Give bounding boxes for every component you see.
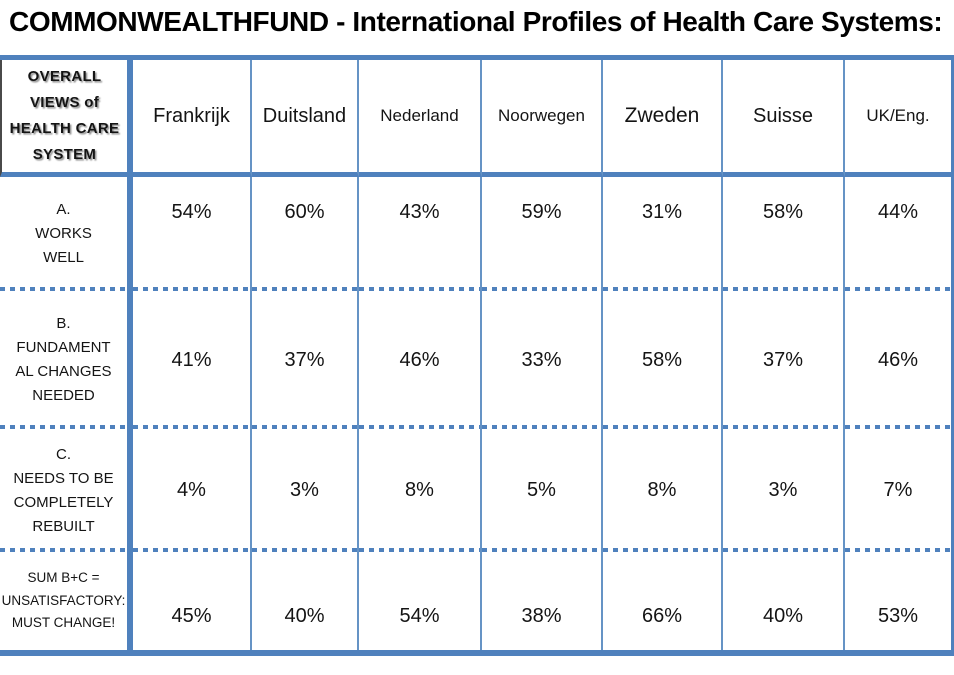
data-cell: 38% bbox=[482, 552, 603, 650]
data-cell: 44% bbox=[845, 177, 951, 291]
data-cell: 58% bbox=[603, 291, 723, 429]
data-cell: 3% bbox=[252, 429, 359, 552]
data-cell: 37% bbox=[723, 291, 845, 429]
row-label-line: B. bbox=[56, 315, 71, 332]
data-cell: 8% bbox=[359, 429, 482, 552]
data-cell: 60% bbox=[252, 177, 359, 291]
corner-header-cell: OVERALL VIEWS of HEALTH CARE SYSTEM bbox=[0, 60, 133, 177]
data-cell: 45% bbox=[133, 552, 252, 650]
row-label-works-well: A. WORKS WELL bbox=[0, 177, 133, 291]
row-label-line: SUM B+C = bbox=[27, 569, 100, 585]
row-label-line: MUST CHANGE! bbox=[11, 615, 116, 631]
column-header-uk-eng: UK/Eng. bbox=[845, 60, 951, 177]
data-cell: 66% bbox=[603, 552, 723, 650]
row-label-line: C. bbox=[56, 445, 71, 463]
data-cell: 31% bbox=[603, 177, 723, 291]
column-header-zweden: Zweden bbox=[603, 60, 723, 177]
row-label-line: UNSATISFACTORY: bbox=[1, 592, 126, 608]
row-label-line: WORKS bbox=[35, 225, 92, 242]
data-cell: 40% bbox=[723, 552, 845, 650]
corner-header-line: OVERALL bbox=[27, 67, 102, 85]
health-care-views-table: OVERALL VIEWS of HEALTH CARE SYSTEM Fran… bbox=[0, 55, 954, 656]
data-cell: 37% bbox=[252, 291, 359, 429]
row-label-line: COMPLETELY bbox=[13, 493, 114, 511]
data-cell: 40% bbox=[252, 552, 359, 650]
data-cell: 5% bbox=[482, 429, 603, 552]
row-label-line: REBUILT bbox=[32, 517, 95, 535]
data-cell: 8% bbox=[603, 429, 723, 552]
column-header-nederland: Nederland bbox=[359, 60, 482, 177]
data-cell: 3% bbox=[723, 429, 845, 552]
row-label-line: A. bbox=[56, 201, 71, 218]
column-header-suisse: Suisse bbox=[723, 60, 845, 177]
row-label-line: NEEDS TO BE bbox=[13, 469, 114, 487]
data-cell: 43% bbox=[359, 177, 482, 291]
data-cell: 54% bbox=[133, 177, 252, 291]
corner-header-line: SYSTEM bbox=[32, 146, 97, 164]
page-title: COMMONWEALTHFUND - International Profile… bbox=[9, 6, 943, 37]
row-label-line: FUNDAMENT bbox=[16, 339, 111, 356]
data-cell: 58% bbox=[723, 177, 845, 291]
data-cell: 59% bbox=[482, 177, 603, 291]
data-cell: 53% bbox=[845, 552, 951, 650]
corner-header-line: VIEWS of bbox=[29, 93, 100, 111]
corner-header-line: HEALTH CARE bbox=[9, 120, 120, 137]
data-cell: 54% bbox=[359, 552, 482, 650]
row-label-completely-rebuilt: C. NEEDS TO BE COMPLETELY REBUILT bbox=[0, 429, 133, 552]
data-cell: 46% bbox=[845, 291, 951, 429]
row-label-line: AL CHANGES bbox=[15, 363, 112, 380]
row-label-sum-unsatisfactory: SUM B+C = UNSATISFACTORY: MUST CHANGE! bbox=[0, 552, 133, 650]
data-cell: 7% bbox=[845, 429, 951, 552]
column-header-noorwegen: Noorwegen bbox=[482, 60, 603, 177]
row-label-line: NEEDED bbox=[32, 387, 95, 404]
column-header-frankrijk: Frankrijk bbox=[133, 60, 252, 177]
data-cell: 41% bbox=[133, 291, 252, 429]
row-label-fundamental-changes: B. FUNDAMENT AL CHANGES NEEDED bbox=[0, 291, 133, 429]
data-cell: 46% bbox=[359, 291, 482, 429]
row-label-line: WELL bbox=[43, 249, 84, 266]
column-header-duitsland: Duitsland bbox=[252, 60, 359, 177]
data-cell: 4% bbox=[133, 429, 252, 552]
data-cell: 33% bbox=[482, 291, 603, 429]
